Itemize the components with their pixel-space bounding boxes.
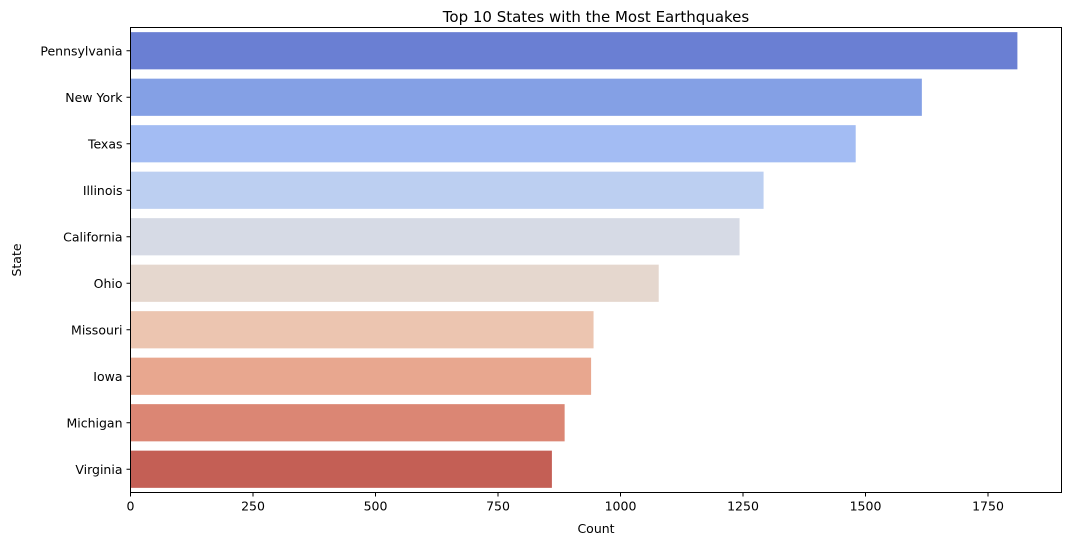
y-tick-label: Ohio [94,276,123,291]
bar-illinois [130,171,764,209]
x-tick-label: 500 [364,499,388,514]
y-tick-label: Michigan [66,415,122,430]
y-tick-label: California [63,229,122,244]
x-tick-label: 1000 [605,499,637,514]
bar-michigan [130,404,565,442]
x-tick-label: 1750 [972,499,1004,514]
plot-frame [130,27,1062,493]
chart-title: Top 10 States with the Most Earthquakes [442,8,750,26]
y-tick-label: New York [65,90,123,105]
bars-layer [130,32,1018,488]
y-axis-label: State [9,243,24,276]
x-axis-label: Count [577,521,614,536]
x-tick-label: 1500 [850,499,882,514]
x-tick-label: 1250 [727,499,759,514]
bar-missouri [130,311,594,349]
bar-ohio [130,264,659,302]
bar-new-york [130,78,922,116]
x-axis-ticks: 0 250 500 750 1000 1250 1500 1750 [127,492,1004,514]
bar-virginia [130,450,552,488]
y-tick-label: Pennsylvania [40,43,122,58]
x-tick-label: 250 [241,499,265,514]
bar-pennsylvania [130,32,1018,70]
bar-california [130,218,740,256]
y-tick-label: Texas [87,136,123,151]
x-tick-label: 750 [486,499,510,514]
y-tick-label: Virginia [75,462,122,477]
bar-texas [130,125,856,163]
y-tick-label: Illinois [83,183,123,198]
y-tick-label: Iowa [93,369,122,384]
y-tick-label: Missouri [71,322,122,337]
x-tick-label: 0 [127,499,135,514]
y-axis-ticks: Pennsylvania New York Texas Illinois Califor… [40,43,131,477]
bar-iowa [130,357,592,395]
